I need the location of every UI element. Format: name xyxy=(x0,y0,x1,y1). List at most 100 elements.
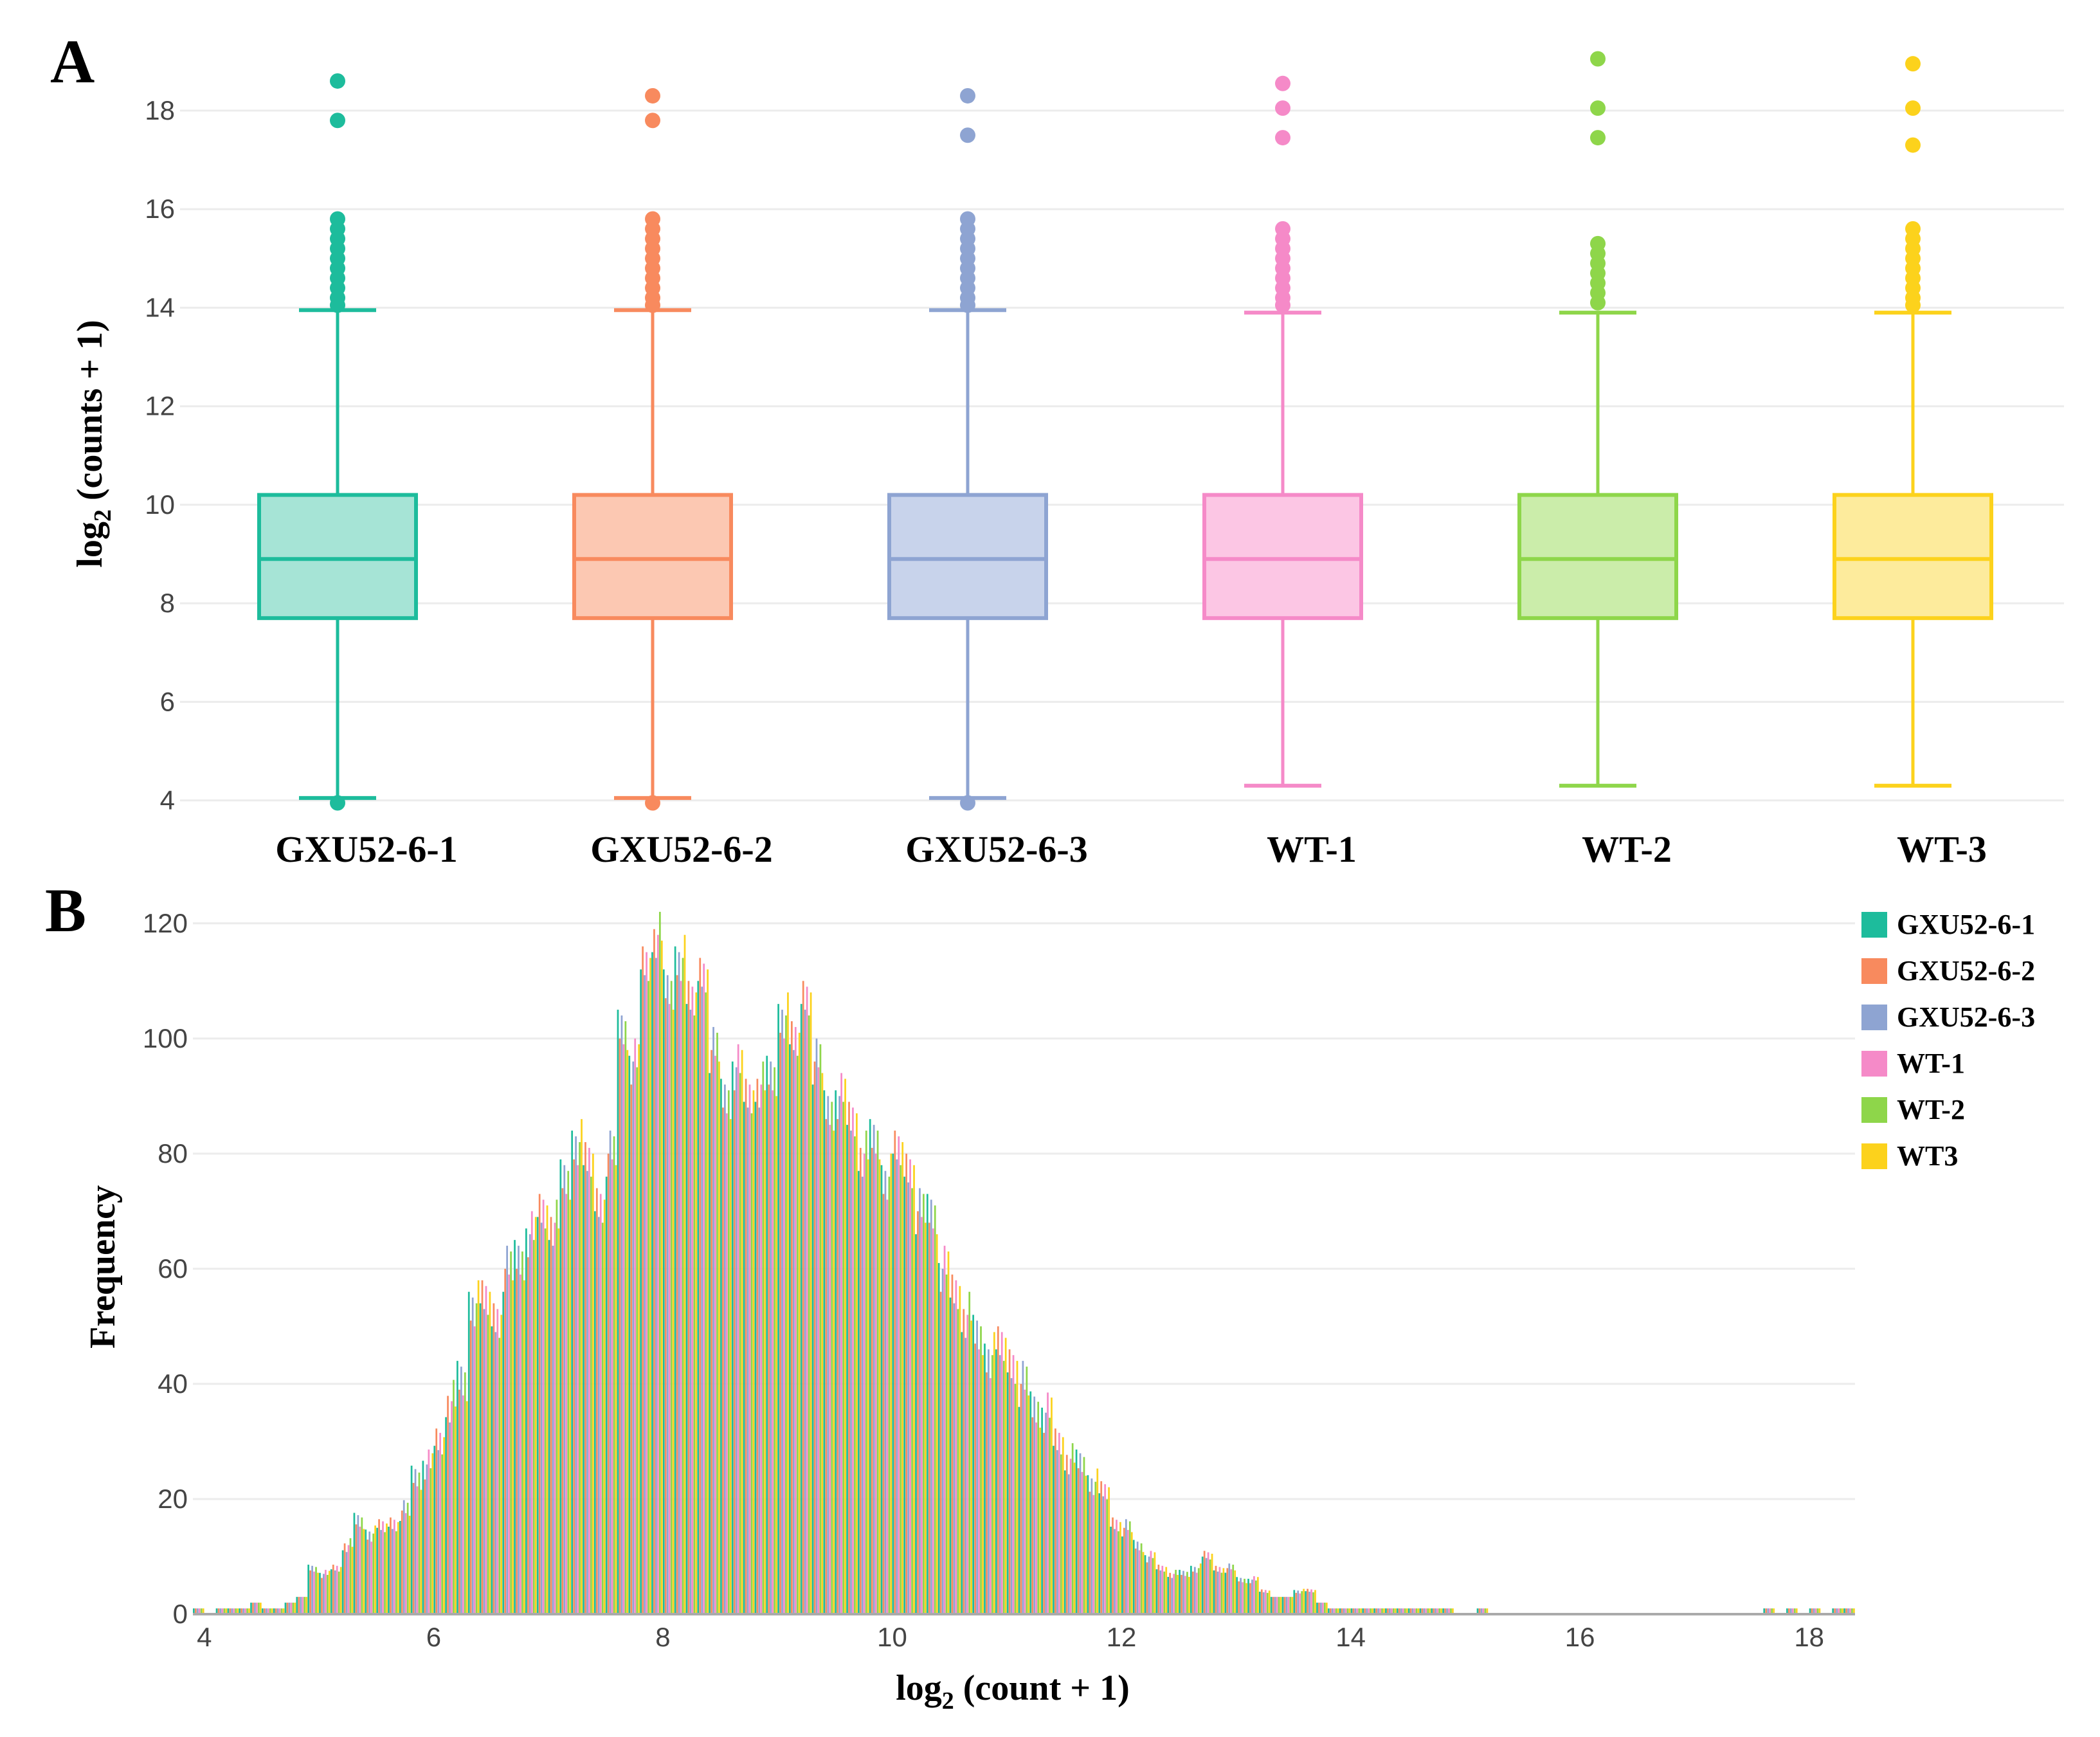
histogram-bar xyxy=(1438,1608,1440,1614)
histogram-bar xyxy=(292,1603,294,1614)
histogram-bar xyxy=(980,1326,982,1614)
histogram-bar xyxy=(1398,1608,1400,1614)
histogram-bar xyxy=(1134,1548,1137,1614)
histogram-bar xyxy=(1169,1572,1172,1614)
histogram-bar xyxy=(469,1320,472,1614)
histogram-bar xyxy=(913,1165,915,1614)
histogram-bar xyxy=(1307,1588,1308,1614)
histogram-bar xyxy=(972,1314,975,1614)
histogram-bar xyxy=(414,1469,417,1614)
histogram-bar xyxy=(867,1159,869,1614)
histogram-bar xyxy=(1312,1592,1314,1614)
outlier-point xyxy=(1275,130,1290,146)
histogram-bar xyxy=(1256,1577,1259,1614)
histogram-bar xyxy=(1047,1392,1049,1614)
histogram-bar xyxy=(1417,1608,1420,1614)
histogram-bar xyxy=(443,1437,445,1614)
boxplot-y-tick-labels: 4 6 8 10 12 14 16 18 xyxy=(145,95,175,815)
histogram-bar xyxy=(368,1531,371,1614)
histogram-bar xyxy=(1002,1361,1005,1614)
category-label: GXU52-6-3 xyxy=(905,828,1088,870)
histogram-bar xyxy=(837,1119,839,1614)
histogram-bar xyxy=(1853,1608,1855,1614)
histogram-bar xyxy=(711,1050,712,1614)
histogram-bar xyxy=(280,1608,283,1614)
outlier-point xyxy=(645,87,660,104)
histogram-bar xyxy=(1373,1608,1375,1614)
histogram-bar xyxy=(1253,1576,1255,1614)
histogram-bar xyxy=(1027,1395,1030,1614)
histogram-bar xyxy=(244,1608,246,1614)
histogram-bar xyxy=(613,1136,615,1614)
histogram-bar xyxy=(422,1460,424,1614)
histogram-bar xyxy=(1331,1608,1334,1614)
histogram-bar xyxy=(451,1401,453,1614)
histogram-bar xyxy=(359,1526,361,1614)
histogram-bar xyxy=(494,1332,497,1614)
histogram-bar xyxy=(1094,1482,1097,1614)
histogram-bar xyxy=(217,1608,220,1614)
histogram-bar xyxy=(305,1597,308,1614)
histogram-bar xyxy=(328,1570,330,1614)
histogram-bar xyxy=(1060,1454,1062,1614)
histogram-bar xyxy=(1476,1608,1479,1614)
histogram-bar xyxy=(892,1153,894,1614)
legend-label: GXU52-6-3 xyxy=(1897,1001,2035,1033)
histogram-bar xyxy=(1159,1570,1162,1614)
histogram-bar xyxy=(520,1274,521,1614)
histogram-bar xyxy=(569,1199,572,1614)
histogram-bar xyxy=(1081,1471,1083,1614)
histogram-bar xyxy=(1112,1517,1114,1614)
histogram-bar xyxy=(957,1309,959,1614)
histogram-y-axis-title: Frequency xyxy=(83,1185,123,1349)
histogram-bar xyxy=(294,1603,296,1614)
histogram-bar xyxy=(1203,1551,1206,1614)
y-tick-label: 0 xyxy=(173,1599,188,1629)
histogram-bar xyxy=(1222,1568,1225,1614)
histogram-bar xyxy=(455,1406,457,1614)
histogram-bar xyxy=(813,1061,816,1614)
histogram-bar xyxy=(219,1608,222,1614)
histogram-bar xyxy=(441,1454,443,1614)
histogram-bar xyxy=(1067,1474,1070,1614)
histogram-bar xyxy=(1199,1563,1202,1614)
histogram-bar xyxy=(1144,1555,1146,1614)
histogram-bar xyxy=(386,1523,388,1614)
histogram-bar xyxy=(493,1303,495,1614)
category-label: WT-3 xyxy=(1897,828,1987,870)
histogram-bar xyxy=(1077,1468,1080,1614)
histogram-bar xyxy=(353,1513,356,1614)
outlier-point xyxy=(1275,75,1290,91)
histogram-bar xyxy=(986,1372,988,1614)
histogram-bar xyxy=(1285,1597,1288,1614)
histogram-bar xyxy=(617,1010,619,1614)
histogram-bar xyxy=(418,1472,421,1614)
histogram-bar xyxy=(1364,1608,1366,1614)
histogram-bar xyxy=(731,1061,734,1614)
histogram-bar xyxy=(750,1113,753,1614)
histogram-bar xyxy=(303,1597,306,1614)
legend-label: WT-2 xyxy=(1897,1094,1965,1125)
histogram-bar xyxy=(858,1170,860,1614)
histogram-bar xyxy=(239,1608,241,1614)
histogram-bar xyxy=(1851,1608,1853,1614)
histogram-bar xyxy=(313,1571,315,1614)
y-tick-label: 18 xyxy=(145,95,175,125)
histogram-bar xyxy=(937,1262,940,1614)
x-tick-label: 6 xyxy=(426,1622,441,1652)
histogram-bar xyxy=(1161,1565,1164,1614)
histogram-bar xyxy=(437,1450,440,1614)
histogram-bar xyxy=(1348,1608,1351,1614)
histogram-bar xyxy=(1404,1608,1406,1614)
outlier-point xyxy=(645,113,660,129)
histogram-bar xyxy=(1220,1572,1223,1614)
histogram-bar xyxy=(674,946,676,1614)
histogram-bar xyxy=(628,1055,631,1614)
histogram-bar xyxy=(339,1567,342,1614)
histogram-bar xyxy=(1396,1608,1398,1614)
legend-swatch xyxy=(1861,912,1887,938)
histogram-bar xyxy=(779,1032,781,1614)
histogram-bar xyxy=(384,1532,386,1614)
histogram-bar xyxy=(609,1131,611,1614)
histogram-bar xyxy=(552,1246,554,1614)
